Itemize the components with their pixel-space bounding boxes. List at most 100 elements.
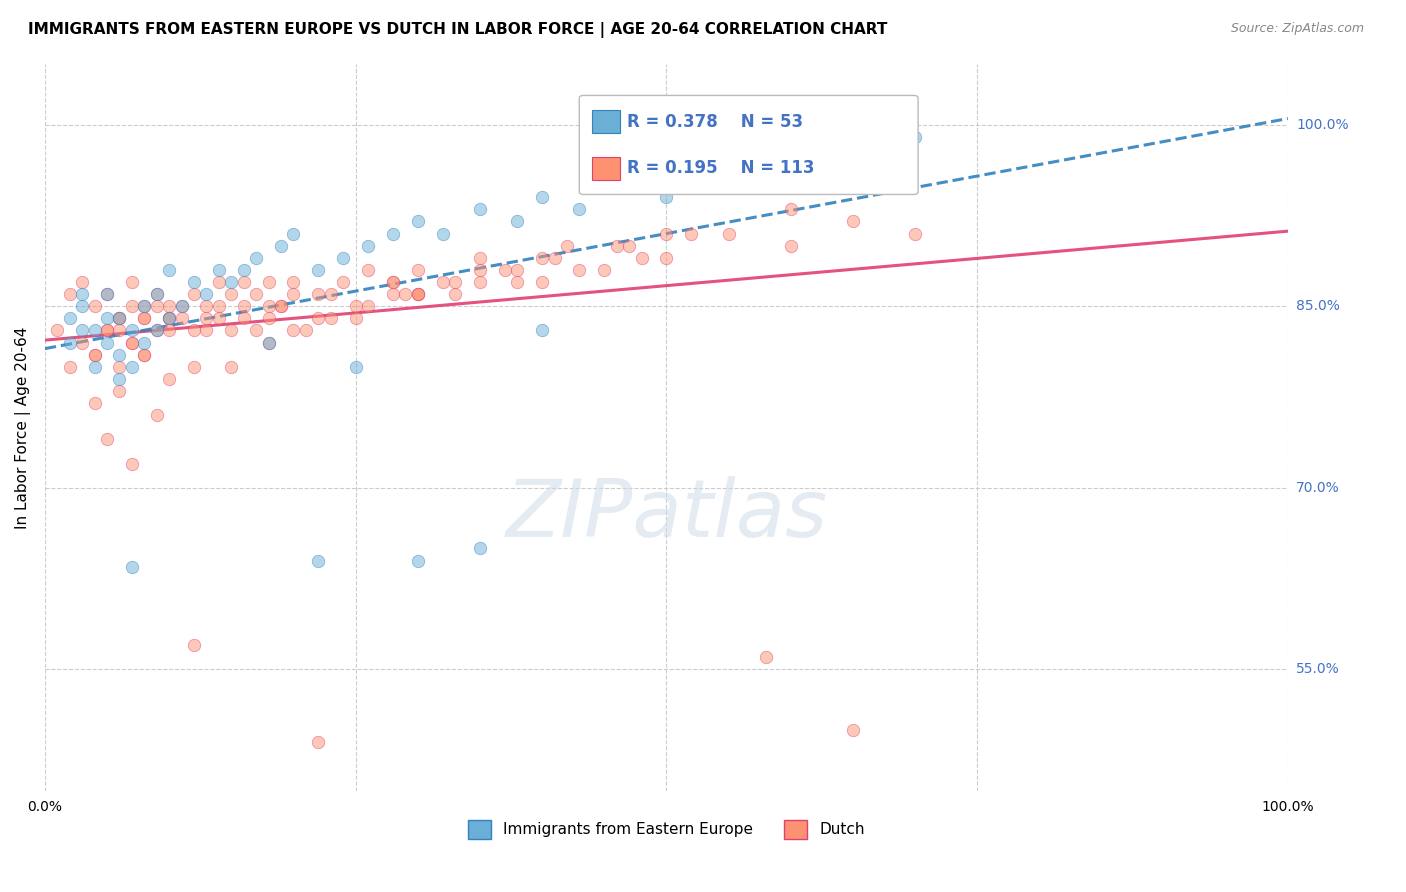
Point: [134, 335, 156, 350]
Point: [208, 299, 231, 313]
Point: [468, 541, 491, 556]
Point: [121, 457, 143, 471]
Point: [195, 287, 218, 301]
Point: [531, 323, 554, 337]
Point: [134, 311, 156, 326]
Point: [83, 396, 105, 410]
Point: [232, 275, 254, 289]
Point: [83, 299, 105, 313]
Point: [257, 311, 280, 326]
Point: [157, 323, 180, 337]
Point: [245, 251, 267, 265]
Point: [531, 251, 554, 265]
Point: [779, 238, 801, 252]
Point: [208, 263, 231, 277]
Point: [257, 299, 280, 313]
Point: [145, 287, 167, 301]
Point: [394, 287, 416, 301]
Point: [195, 323, 218, 337]
Text: Source: ZipAtlas.com: Source: ZipAtlas.com: [1230, 22, 1364, 36]
Point: [134, 348, 156, 362]
Point: [59, 359, 82, 374]
Text: 85.0%: 85.0%: [1296, 299, 1340, 313]
Point: [83, 348, 105, 362]
Point: [344, 359, 367, 374]
Point: [145, 323, 167, 337]
Point: [406, 287, 429, 301]
Point: [183, 638, 205, 652]
Point: [283, 275, 305, 289]
Point: [121, 275, 143, 289]
Point: [655, 227, 678, 241]
Point: [245, 323, 267, 337]
Point: [779, 202, 801, 217]
Point: [221, 287, 243, 301]
Point: [96, 311, 118, 326]
Point: [842, 214, 865, 228]
Point: [307, 263, 329, 277]
Point: [307, 553, 329, 567]
Point: [270, 299, 292, 313]
Point: [606, 238, 628, 252]
Point: [221, 323, 243, 337]
Point: [121, 559, 143, 574]
Point: [593, 263, 616, 277]
Point: [157, 311, 180, 326]
Point: [183, 359, 205, 374]
Point: [232, 311, 254, 326]
Point: [70, 335, 93, 350]
Point: [108, 323, 131, 337]
Point: [134, 299, 156, 313]
Point: [232, 299, 254, 313]
Point: [468, 275, 491, 289]
Point: [145, 408, 167, 422]
Point: [134, 299, 156, 313]
Text: 55.0%: 55.0%: [1296, 663, 1340, 676]
Point: [108, 311, 131, 326]
Point: [283, 227, 305, 241]
Point: [134, 348, 156, 362]
Point: [257, 335, 280, 350]
Point: [170, 299, 193, 313]
Text: 70.0%: 70.0%: [1296, 481, 1340, 495]
Point: [70, 275, 93, 289]
Point: [655, 251, 678, 265]
Point: [145, 323, 167, 337]
Point: [617, 178, 640, 193]
Point: [134, 311, 156, 326]
Point: [432, 227, 454, 241]
Point: [555, 238, 578, 252]
Point: [195, 311, 218, 326]
Point: [842, 723, 865, 737]
Point: [121, 335, 143, 350]
Point: [121, 323, 143, 337]
Point: [531, 190, 554, 204]
Point: [257, 275, 280, 289]
Point: [444, 275, 467, 289]
Text: R = 0.195    N = 113: R = 0.195 N = 113: [627, 160, 814, 178]
Point: [270, 299, 292, 313]
Point: [108, 372, 131, 386]
Point: [332, 251, 354, 265]
Point: [270, 238, 292, 252]
Point: [195, 299, 218, 313]
Point: [108, 311, 131, 326]
Point: [357, 263, 380, 277]
Point: [83, 323, 105, 337]
Point: [381, 287, 404, 301]
Point: [70, 299, 93, 313]
Point: [779, 153, 801, 168]
Point: [406, 553, 429, 567]
Point: [468, 202, 491, 217]
Point: [157, 263, 180, 277]
Point: [245, 287, 267, 301]
Point: [208, 311, 231, 326]
Point: [96, 433, 118, 447]
Point: [468, 251, 491, 265]
Point: [432, 275, 454, 289]
Point: [344, 311, 367, 326]
Point: [157, 311, 180, 326]
Point: [96, 323, 118, 337]
Point: [183, 287, 205, 301]
Point: [96, 335, 118, 350]
